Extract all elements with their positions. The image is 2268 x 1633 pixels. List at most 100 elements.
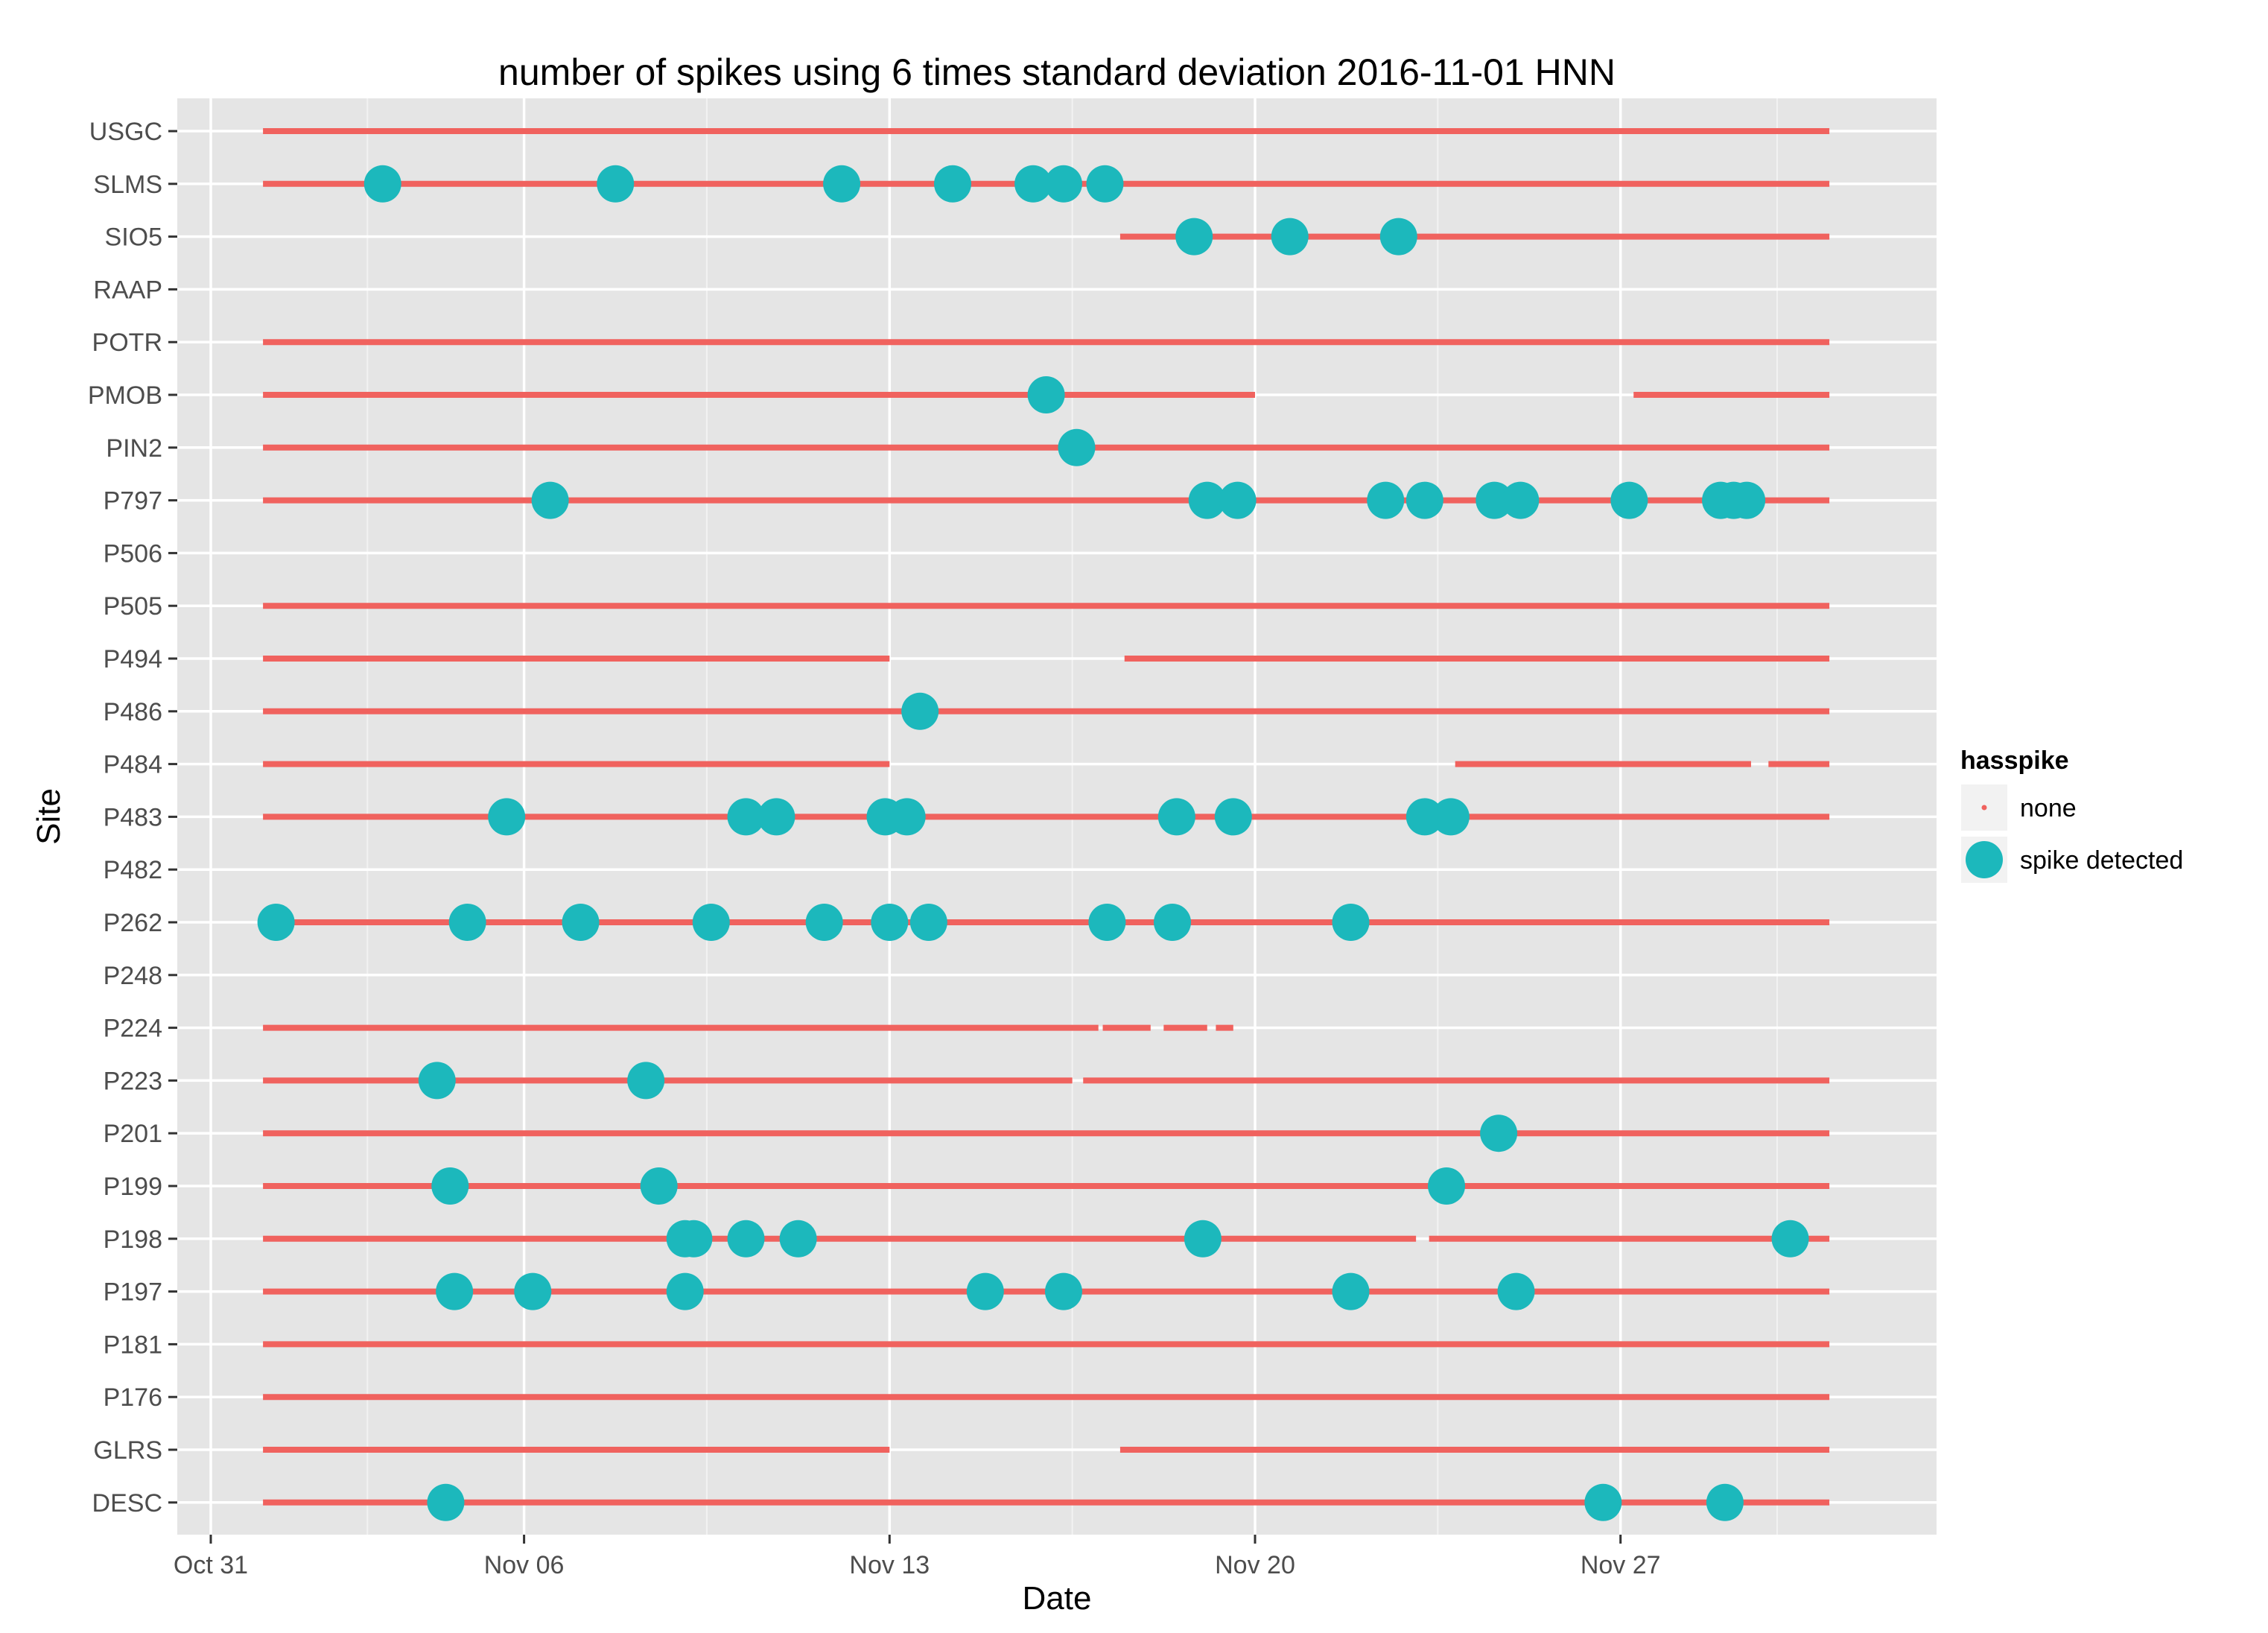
- spike-point: [1379, 218, 1417, 256]
- y-tick-label: P506: [104, 539, 162, 568]
- x-tick-label: Nov 20: [1215, 1551, 1295, 1579]
- y-tick-label: SLMS: [93, 171, 162, 199]
- spike-point: [1157, 798, 1195, 836]
- legend-key-none-dot: [1981, 805, 1987, 811]
- y-tick-label: P181: [104, 1331, 162, 1359]
- axes: USGC SLMS SIO5 RAAP POTR PMOB PIN2 P797 P506 P505…: [88, 118, 1661, 1579]
- spike-point: [1728, 481, 1766, 519]
- legend-label-spike: spike detected: [2020, 846, 2183, 875]
- spike-point: [418, 1062, 456, 1100]
- spike-point: [823, 165, 861, 203]
- y-tick-label: P505: [104, 592, 162, 621]
- spike-point: [909, 904, 947, 941]
- spike-point: [1432, 798, 1470, 836]
- spike-point: [640, 1167, 678, 1205]
- chart-title: number of spikes using 6 times standard …: [498, 51, 1616, 93]
- data-marks: [257, 128, 1830, 1521]
- y-tick-label: POTR: [92, 329, 162, 357]
- spike-point: [888, 798, 926, 836]
- spike-point: [257, 904, 295, 941]
- y-tick-label: P483: [104, 803, 162, 831]
- spike-point: [436, 1272, 474, 1310]
- spike-point: [779, 1220, 817, 1258]
- spike-point: [562, 904, 600, 941]
- y-tick-label: PMOB: [88, 381, 162, 410]
- spike-point: [1476, 481, 1513, 519]
- legend: hasspike none spike detected: [1960, 746, 2183, 884]
- spike-point: [1497, 1272, 1535, 1310]
- spike-point: [1219, 481, 1257, 519]
- spike-point: [666, 1272, 704, 1310]
- spike-point: [727, 798, 765, 836]
- spike-point: [1771, 1220, 1809, 1258]
- spike-point: [1405, 481, 1443, 519]
- y-tick-label: P482: [104, 856, 162, 884]
- y-tick-label: PIN2: [106, 434, 162, 463]
- spike-point: [1405, 798, 1443, 836]
- spike-point: [1480, 1114, 1518, 1152]
- spike-point: [1088, 904, 1126, 941]
- spike-point: [531, 481, 569, 519]
- spike-point: [1214, 798, 1252, 836]
- spike-point: [1610, 481, 1648, 519]
- spike-point: [1706, 1483, 1744, 1521]
- y-tick-label: P248: [104, 962, 162, 990]
- x-axis-label: Date: [1023, 1580, 1092, 1617]
- spike-point: [1175, 218, 1213, 256]
- y-tick-label: USGC: [89, 118, 162, 146]
- spike-point: [1584, 1483, 1622, 1521]
- x-tick-label: Nov 06: [484, 1551, 565, 1579]
- legend-key-spike-dot: [1966, 841, 2003, 878]
- spike-point: [363, 165, 401, 203]
- y-tick-label: P262: [104, 909, 162, 937]
- spike-point: [1058, 428, 1096, 466]
- spike-point: [727, 1220, 765, 1258]
- spike-point: [448, 904, 486, 941]
- y-tick-label: P223: [104, 1067, 162, 1095]
- spike-point: [1332, 904, 1370, 941]
- spike-point: [1428, 1167, 1466, 1205]
- y-tick-label: P201: [104, 1120, 162, 1148]
- y-tick-label: P224: [104, 1015, 162, 1043]
- spike-point: [1044, 1272, 1082, 1310]
- spike-point: [431, 1167, 469, 1205]
- y-tick-label: P484: [104, 751, 162, 779]
- spike-point: [871, 904, 909, 941]
- y-axis-label: Site: [31, 788, 67, 845]
- spike-point: [597, 165, 635, 203]
- y-tick-label: P494: [104, 645, 162, 673]
- legend-title: hasspike: [1960, 746, 2069, 775]
- y-tick-label: P197: [104, 1278, 162, 1307]
- spike-point: [757, 798, 795, 836]
- spike-point: [1188, 481, 1226, 519]
- spike-point: [805, 904, 843, 941]
- spike-point: [1086, 165, 1124, 203]
- y-tick-label: P797: [104, 487, 162, 516]
- y-tick-label: GLRS: [93, 1436, 162, 1465]
- spike-point: [1502, 481, 1540, 519]
- x-tick-label: Nov 13: [849, 1551, 930, 1579]
- y-tick-label: P199: [104, 1173, 162, 1201]
- spike-point: [1332, 1272, 1370, 1310]
- spike-point: [1271, 218, 1309, 256]
- spike-point: [692, 904, 730, 941]
- spike-point: [901, 692, 939, 730]
- spike-point: [966, 1272, 1004, 1310]
- spike-point: [488, 798, 526, 836]
- x-tick-label: Oct 31: [174, 1551, 248, 1579]
- spike-point: [934, 165, 972, 203]
- spike-point: [514, 1272, 552, 1310]
- y-tick-label: P198: [104, 1225, 162, 1254]
- legend-label-none: none: [2020, 794, 2077, 822]
- x-tick-label: Nov 27: [1581, 1551, 1661, 1579]
- y-tick-label: SIO5: [105, 223, 162, 252]
- legend-key-none: [1960, 783, 2009, 832]
- spike-point: [627, 1062, 665, 1100]
- spike-point: [1044, 165, 1082, 203]
- spike-point: [1014, 165, 1052, 203]
- y-tick-label: DESC: [92, 1489, 162, 1518]
- spike-point: [1184, 1220, 1222, 1258]
- spike-point: [675, 1220, 713, 1258]
